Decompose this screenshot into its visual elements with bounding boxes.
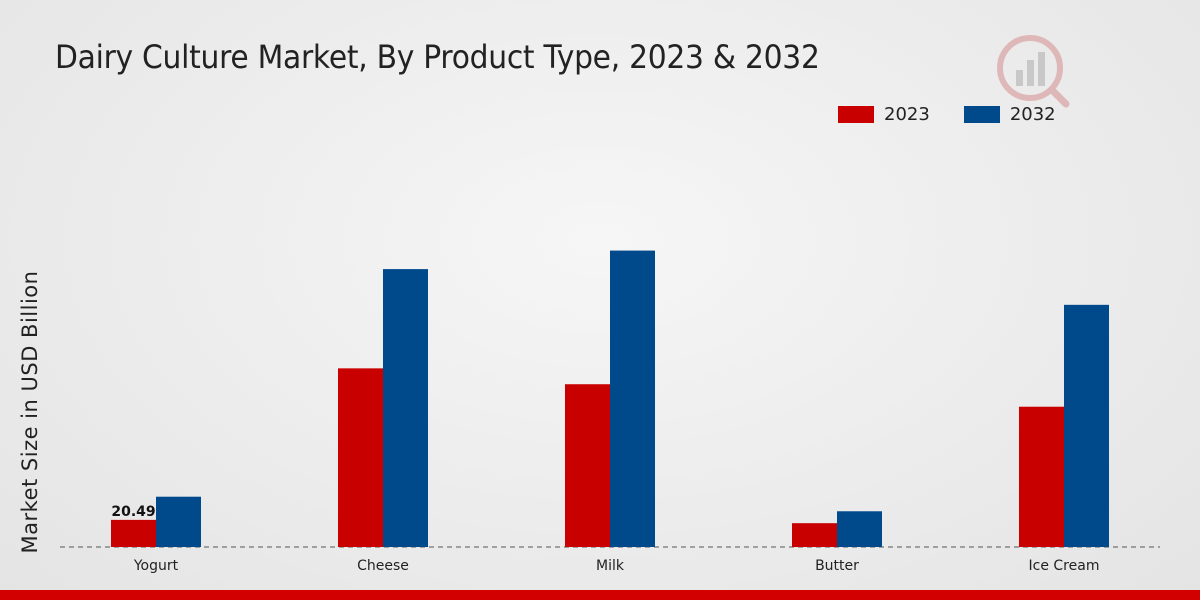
legend-swatch-2032 [963, 106, 1000, 123]
bar-2032-yogurt [156, 496, 201, 547]
legend: 2023 2032 [838, 104, 1090, 125]
bar-2032-ice-cream [1064, 304, 1109, 547]
x-tick-label: Ice Cream [1029, 558, 1100, 574]
bar-2023-cheese [338, 368, 383, 547]
legend-item-2032: 2032 [963, 104, 1056, 125]
x-tick-label: Yogurt [133, 558, 179, 574]
x-tick-label: Butter [815, 558, 859, 574]
legend-label-2023: 2023 [884, 104, 930, 125]
data-label: 20.49 [111, 504, 155, 520]
bottom-accent-bar [0, 590, 1200, 600]
bar-2023-butter [792, 523, 837, 547]
legend-label-2032: 2032 [1009, 104, 1056, 125]
legend-item-2023: 2023 [838, 104, 930, 125]
x-tick-label: Milk [596, 558, 625, 574]
watermark-logo-icon [997, 35, 1070, 108]
bar-2032-butter [837, 511, 882, 547]
x-tick-label: Cheese [357, 558, 409, 574]
bar-2032-cheese [383, 269, 428, 547]
bar-2023-ice-cream [1019, 406, 1064, 547]
bar-2023-yogurt [111, 519, 156, 547]
legend-swatch-2023 [838, 106, 874, 123]
chart-title: Dairy Culture Market, By Product Type, 2… [55, 38, 820, 76]
bar-2023-milk [565, 384, 610, 547]
bar-2032-milk [610, 250, 655, 547]
